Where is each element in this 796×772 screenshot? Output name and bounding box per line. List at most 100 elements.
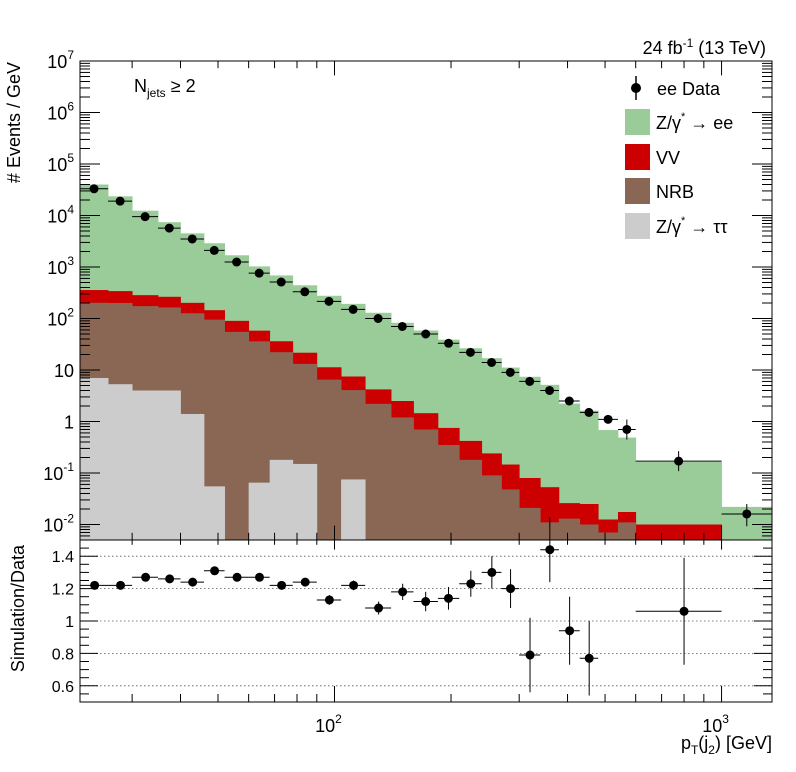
data-point-17 [487, 357, 497, 367]
ratio-point-22 [584, 653, 594, 663]
data-point-19 [525, 376, 535, 386]
ratio-point-10 [324, 595, 334, 605]
legend-swatch-nrb [625, 178, 650, 204]
data-point-14 [421, 329, 431, 339]
ratio-point-11 [349, 580, 359, 590]
x-tick-label-0-base: 10 [315, 716, 335, 736]
y-tick-label-top-5: 103 [47, 254, 74, 278]
data-point-16 [465, 347, 475, 357]
x-tick-label-0: 102 [315, 712, 342, 736]
data-point-13 [397, 321, 407, 331]
data-point-5 [209, 245, 219, 255]
bar-nrb-19 [519, 507, 541, 540]
x-tick-label-0-exp: 2 [335, 712, 342, 726]
bar-nrb-6 [224, 331, 250, 540]
legend-item-vv: VV [625, 144, 680, 170]
legend-item-data: ee Data [631, 76, 721, 100]
data-point-3 [164, 223, 174, 233]
luminosity-label: 24 fb-1 (13 TeV) [643, 36, 766, 58]
bar-nrb-13 [391, 417, 414, 540]
ratio-point-21 [565, 626, 575, 636]
y-tick-label-top-4-exp: 2 [67, 305, 74, 319]
ratio-point-7 [254, 572, 264, 582]
lumi-exponent: -1 [683, 36, 694, 50]
bar-nrb-12 [365, 403, 392, 540]
data-point-6 [232, 257, 242, 267]
legend-label-vv: VV [656, 148, 680, 168]
y-tick-label-top-2-base: 1 [64, 412, 74, 432]
bar-ztt-1 [108, 384, 133, 540]
legend-label-ztt: Z/γ* → ττ [656, 215, 728, 237]
data-point-22 [584, 407, 594, 417]
legend-label-zee: Z/γ* → ee [656, 111, 733, 133]
data-point-26 [742, 509, 752, 519]
bar-nrb-22 [579, 524, 599, 540]
lumi-energy: (13 TeV) [693, 38, 766, 58]
data-point-4 [187, 234, 197, 244]
y-tick-label-top-5-base: 10 [47, 258, 67, 278]
data-point-9 [300, 287, 310, 297]
bar-ztt-4 [180, 413, 205, 540]
ratio-point-6 [232, 572, 242, 582]
data-point-8 [276, 277, 286, 287]
bar-zee-23 [598, 430, 619, 540]
y-tick-label-top-9-base: 10 [47, 52, 67, 72]
ratio-point-14 [421, 597, 431, 607]
y-axis-title-top: # Events / GeV [4, 62, 24, 183]
legend-item-nrb: NRB [625, 178, 694, 204]
y-tick-label-top-4-base: 10 [47, 309, 67, 329]
ratio-point-20 [545, 545, 555, 555]
bar-ztt-9 [292, 463, 318, 540]
y-tick-label-top-0-base: 10 [43, 515, 63, 535]
data-point-25 [674, 456, 684, 466]
data-point-10 [324, 296, 334, 306]
ratio-point-19 [525, 650, 535, 660]
y-tick-label-top-5-exp: 3 [67, 254, 74, 268]
data-point-15 [444, 338, 454, 348]
bar-nrb-14 [413, 429, 439, 540]
bar-ztt-2 [132, 390, 159, 540]
bar-vv-25 [635, 524, 722, 540]
legend-swatch-vv [625, 144, 650, 170]
bar-ztt-0 [80, 377, 109, 540]
legend-label-nrb: NRB [656, 182, 694, 202]
bar-nrb-5 [203, 319, 225, 540]
data-points [80, 184, 772, 527]
y-tick-label-top-7: 105 [47, 151, 74, 175]
ratio-point-4 [188, 577, 198, 587]
njets-main: N [134, 76, 147, 96]
data-point-11 [348, 304, 358, 314]
bar-ztt-11 [341, 479, 366, 540]
x-axis-title: pT(j2) [GeV] [681, 733, 772, 757]
ratio-point-12 [374, 603, 384, 613]
data-point-18 [505, 367, 515, 377]
y-tick-label-top-3-base: 10 [54, 361, 74, 381]
legend-marker-data [631, 83, 641, 93]
lumi-value: 24 fb [643, 38, 683, 58]
y-tick-label-top-4: 102 [47, 305, 74, 329]
bar-nrb-15 [437, 444, 460, 540]
bar-ztt-7 [248, 482, 271, 540]
bar-ztt-8 [269, 459, 294, 540]
y-tick-label-bottom-4: 1.4 [52, 549, 74, 566]
legend-swatch-zee [625, 109, 650, 135]
ratio-point-1 [116, 580, 126, 590]
ratio-point-16 [466, 579, 476, 589]
bar-nrb-10 [316, 379, 342, 540]
y-tick-label-top-6: 104 [47, 202, 74, 226]
ratio-points [80, 517, 722, 696]
ratio-point-15 [443, 593, 453, 603]
ratio-point-13 [398, 587, 408, 597]
y-tick-label-top-0: 10-2 [43, 511, 74, 535]
y-tick-label-top-1: 10-1 [43, 460, 74, 484]
bar-ztt-5 [203, 486, 225, 540]
legend-label-data: ee Data [657, 79, 721, 99]
ratio-point-17 [487, 567, 497, 577]
y-tick-label-top-8: 106 [47, 99, 74, 123]
bar-nrb-18 [501, 489, 520, 540]
y-tick-label-bottom-3: 1.2 [52, 582, 74, 599]
data-point-24 [622, 424, 632, 434]
stacked-histogram [80, 184, 773, 540]
